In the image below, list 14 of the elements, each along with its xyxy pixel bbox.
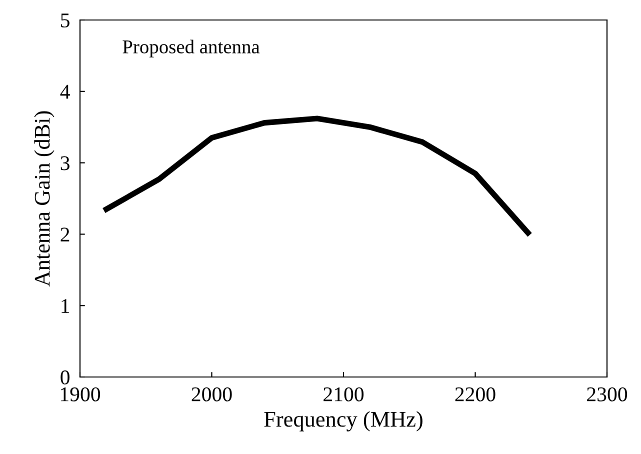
y-tick-label: 1: [62, 299, 70, 313]
x-axis-title: Frequency (MHz): [264, 411, 422, 432]
y-tick-label: 0: [60, 370, 70, 384]
y-tick-label: 4: [60, 84, 70, 99]
x-tick-label: 2100: [324, 387, 364, 402]
x-tick-label: 2000: [192, 387, 232, 402]
y-axis-title: Antenna Gain (dBi): [34, 111, 54, 287]
x-tick-label: 1900: [61, 387, 100, 402]
x-tick-label: 2200: [455, 387, 496, 402]
y-tick-label: 2: [60, 228, 70, 242]
annotation: Proposed antenna: [122, 40, 260, 58]
y-tick-label: 3: [60, 156, 70, 170]
y-tick-label: 5: [61, 14, 70, 28]
x-tick-label: 2300: [587, 387, 628, 402]
